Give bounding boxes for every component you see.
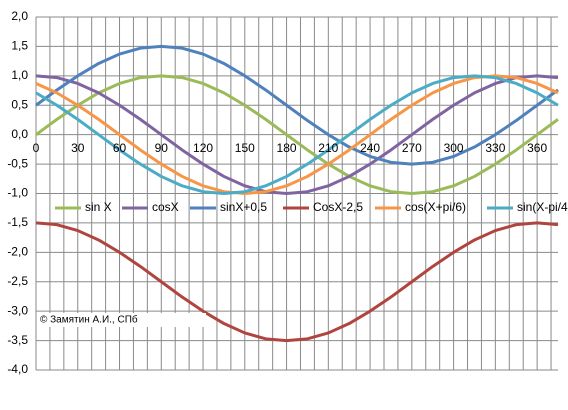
y-tick-label: -2,0: [7, 245, 28, 259]
y-tick-label: 1,5: [11, 39, 28, 53]
legend-label: CosX-2,5: [313, 200, 363, 214]
legend-label: sin(X-pi/4): [517, 200, 568, 214]
y-tick-label: -3,0: [7, 303, 28, 317]
y-tick-label: -0,5: [7, 156, 28, 170]
y-tick-label: 1,0: [11, 68, 28, 82]
x-tick-label: 180: [277, 141, 297, 155]
y-tick-label: -4,0: [7, 362, 28, 376]
annotation: © Замятин А.И., СПб: [40, 314, 138, 326]
x-tick-label: 120: [193, 141, 213, 155]
x-tick-label: 30: [71, 141, 85, 155]
x-tick-label: 300: [444, 141, 464, 155]
x-tick-label: 0: [33, 141, 40, 155]
x-tick-label: 60: [113, 141, 127, 155]
y-tick-label: 0,5: [11, 97, 28, 111]
series-line: [35, 74, 559, 195]
legend-label: cos(X+pi/6): [405, 200, 466, 214]
x-tick-label: 270: [402, 141, 422, 155]
series-line: [35, 44, 559, 166]
x-tick-label: 150: [235, 141, 255, 155]
x-tick-label: 240: [360, 141, 380, 155]
series-line: [35, 74, 559, 195]
x-tick-label: 210: [318, 141, 338, 155]
legend-label: sinX+0,5: [220, 200, 267, 214]
y-tick-label: -3,5: [7, 333, 28, 347]
x-tick-label: 90: [155, 141, 169, 155]
series-line: [35, 221, 559, 343]
x-tick-label: 330: [485, 141, 505, 155]
x-tick-label: 360: [527, 141, 547, 155]
y-tick-label: 2,0: [11, 9, 28, 23]
legend-label: sin X: [85, 200, 112, 214]
series-line: [35, 74, 559, 195]
annotation-bg: [38, 313, 206, 327]
legend-label: cosX: [152, 200, 179, 214]
y-tick-label: 0,0: [11, 127, 28, 141]
y-tick-label: -1,5: [7, 215, 28, 229]
y-tick-label: -1,0: [7, 186, 28, 200]
series-line: [35, 74, 559, 195]
y-tick-label: -2,5: [7, 274, 28, 288]
